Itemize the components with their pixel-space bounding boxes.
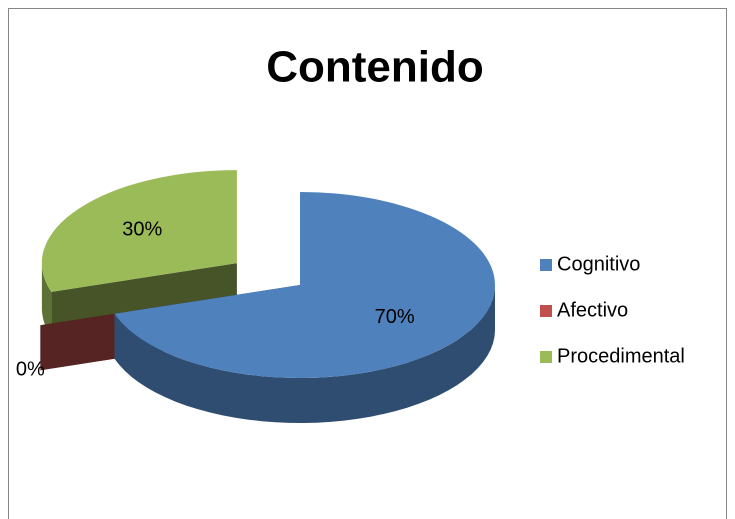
legend-swatch <box>540 259 552 271</box>
slice-wall <box>114 285 495 423</box>
legend-swatch <box>540 305 552 317</box>
legend-label: Procedimental <box>557 345 685 367</box>
chart-title: Contenido <box>266 43 484 92</box>
data-label: 0% <box>16 359 45 381</box>
legend-label: Cognitivo <box>557 253 640 275</box>
data-label: 30% <box>122 219 162 241</box>
legend-swatch <box>540 351 552 363</box>
data-label: 70% <box>375 306 415 328</box>
slice-wall <box>41 263 52 337</box>
slice <box>114 192 495 378</box>
legend-label: Afectivo <box>557 299 628 321</box>
slice <box>41 170 237 292</box>
